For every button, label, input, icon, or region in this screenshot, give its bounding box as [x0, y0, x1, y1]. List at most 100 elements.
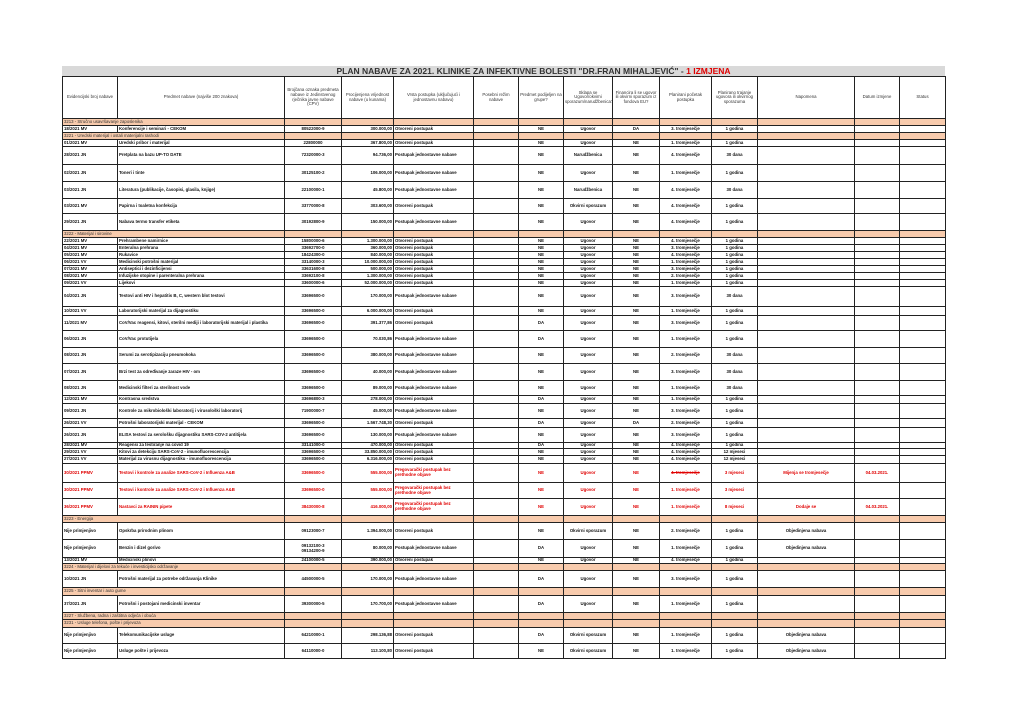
cell-text: Postupak jednostavne nabave — [395, 384, 457, 390]
cell-text: NE — [633, 244, 639, 250]
cell-text: Prehrambene namirnice — [119, 237, 168, 243]
cell-planned-start: 4. tromjesečje — [659, 198, 712, 214]
table-row: 03/2021 JN Literatura (publikacije, časop… — [62, 181, 946, 199]
cell-estimated-value: 150.000,00 — [341, 213, 394, 231]
cell-text: Ugovor — [580, 407, 596, 413]
cell-text: DA — [537, 575, 545, 581]
cell-evidence-number: 06/2021 VV — [62, 258, 118, 266]
cell-change-date — [854, 139, 900, 147]
cell-procedure-type: Otvoreni postupak — [393, 455, 474, 464]
cell-text: 1. tromjesečje — [671, 279, 700, 285]
cell-planned-start: 3. tromjesečje — [659, 244, 712, 252]
cell-eu-funded: NE — [612, 347, 660, 364]
table-row: 29/2021 VV Kitovi za detekciju SARS-CoV-2… — [62, 448, 946, 456]
cell-text: Testovi anti HIV i hepatitis B, C, weste… — [119, 293, 225, 299]
cell-procedure-type: Pregovarački postupak bez prethodne obja… — [393, 498, 474, 516]
cell-divided-into-groups: DA — [518, 627, 564, 644]
cell-change-date — [854, 347, 900, 364]
cell-text: 1 godina — [725, 407, 744, 413]
cell-subject: Kitovi za detekciju SARS-CoV-2 - imunofl… — [117, 448, 285, 456]
cell-planned-start: 2. tromjesečje — [659, 522, 712, 540]
table-row: 08/2021 JN Medicinski filteri za sterilno… — [62, 380, 946, 396]
cell-divided-into-groups: NE — [518, 198, 564, 214]
cell-text: 4. tromjesečje — [671, 456, 700, 462]
cell-text: Narudžbenica — [573, 186, 603, 192]
cell-eu-funded: NE — [612, 643, 660, 659]
cell-eu-funded: NE — [612, 146, 660, 165]
section-cell — [563, 563, 613, 571]
cell-text: 07/2021 JN — [64, 368, 87, 374]
section-cell — [757, 612, 855, 620]
cell-cpv-code: 33696500-0 — [284, 463, 342, 483]
cell-note — [757, 265, 855, 273]
cell-planned-start: 2. tromjesečje — [659, 272, 712, 280]
cell-divided-into-groups: NE — [518, 482, 564, 499]
cell-text: 1 godina — [725, 279, 744, 285]
cell-subject: Konferencije i seminari - CEKOM — [117, 125, 285, 133]
cell-cpv-code: 33770000-8 — [284, 198, 342, 214]
section-cell — [284, 230, 342, 238]
cell-text: 1 godina — [725, 202, 744, 208]
cell-text: Ugovor — [580, 272, 596, 278]
cell-text: Otvoreni postupak — [395, 442, 433, 448]
cell-text: NE — [633, 431, 639, 437]
cell-cpv-code: 30125100-2 — [284, 164, 342, 182]
cell-status — [899, 448, 946, 456]
section-cell — [341, 612, 394, 620]
cell-special-regime — [473, 482, 519, 499]
cell-text: 10/2021 JN — [64, 575, 87, 581]
cell-cpv-code: 33696800-3 — [284, 395, 342, 404]
cell-text: 6.000.000,00 — [366, 307, 392, 313]
table-row: 10/2021 JN Potrošni materijal za potrebe … — [62, 570, 946, 588]
cell-text: NE — [633, 632, 639, 638]
cell-text: NE — [538, 125, 544, 131]
section-cell — [899, 612, 946, 620]
cell-text: NE — [633, 258, 639, 264]
section-cell — [899, 619, 946, 628]
cell-text: 03/2021 MV — [64, 202, 88, 208]
cell-text: 33770000-8 — [301, 202, 325, 208]
cell-text: 02/2021 JN — [64, 169, 87, 175]
cell-text: Ugovor — [580, 368, 596, 374]
cell-special-regime — [473, 380, 519, 396]
cell-cpv-code: 15800000-6 — [284, 237, 342, 245]
cell-note — [757, 279, 855, 287]
section-cell — [341, 515, 394, 523]
cell-text: 1. tromjesečje — [671, 600, 700, 606]
cell-planned-start: 4. tromjesečje — [659, 181, 712, 199]
cell-divided-into-groups: NE — [518, 380, 564, 396]
cell-text: 1 godina — [725, 218, 744, 224]
cell-contract-type: Ugovor — [563, 363, 613, 381]
cell-eu-funded: NE — [612, 539, 660, 558]
cell-subject: Serumi za serotipizaciju pneumokoka — [117, 347, 285, 364]
cell-text: 33696500-0 — [301, 487, 325, 493]
section-cell — [518, 118, 564, 126]
cell-evidence-number: 05/2021 MV — [62, 251, 118, 259]
cell-procedure-type: Postupak jednostavne nabave — [393, 363, 474, 381]
cell-text: DA — [537, 600, 545, 606]
cell-eu-funded: NE — [612, 570, 660, 588]
cell-text: NE — [633, 545, 639, 551]
cell-text: 30125100-2 — [301, 169, 325, 175]
cell-divided-into-groups: NE — [518, 463, 564, 483]
cell-text: Ugovor — [580, 244, 596, 250]
cell-divided-into-groups: NE — [518, 498, 564, 516]
cell-planned-duration: 1 godina — [711, 330, 758, 348]
cell-text: Ugovor — [580, 258, 596, 264]
section-cell — [393, 132, 474, 140]
cell-note — [757, 181, 855, 199]
section-cell — [711, 515, 758, 523]
cell-text: 33696500-0 — [301, 352, 325, 358]
table-row: 30/2021 PPMV Testovi i kontrole za analiz… — [62, 482, 946, 499]
cell-text: Okvirni sporazum — [569, 527, 607, 533]
section-label: 3223 - Energija — [62, 515, 285, 523]
cell-estimated-value: 300.000,00 — [341, 125, 394, 133]
cell-text: 22/2021 MV — [64, 237, 88, 243]
cell-text: Opskrba prirodnim plinom — [119, 527, 173, 533]
cell-special-regime — [473, 347, 519, 364]
cell-subject: Prehrambene namirnice — [117, 237, 285, 245]
cell-special-regime — [473, 198, 519, 214]
cell-text: Ugovor — [580, 237, 596, 243]
procurement-table: Evidencijski broj nabave Predmet nabave (… — [62, 76, 946, 659]
table-row: 03/2021 MV Papirna i toaletna konfekcija 3… — [62, 198, 946, 214]
